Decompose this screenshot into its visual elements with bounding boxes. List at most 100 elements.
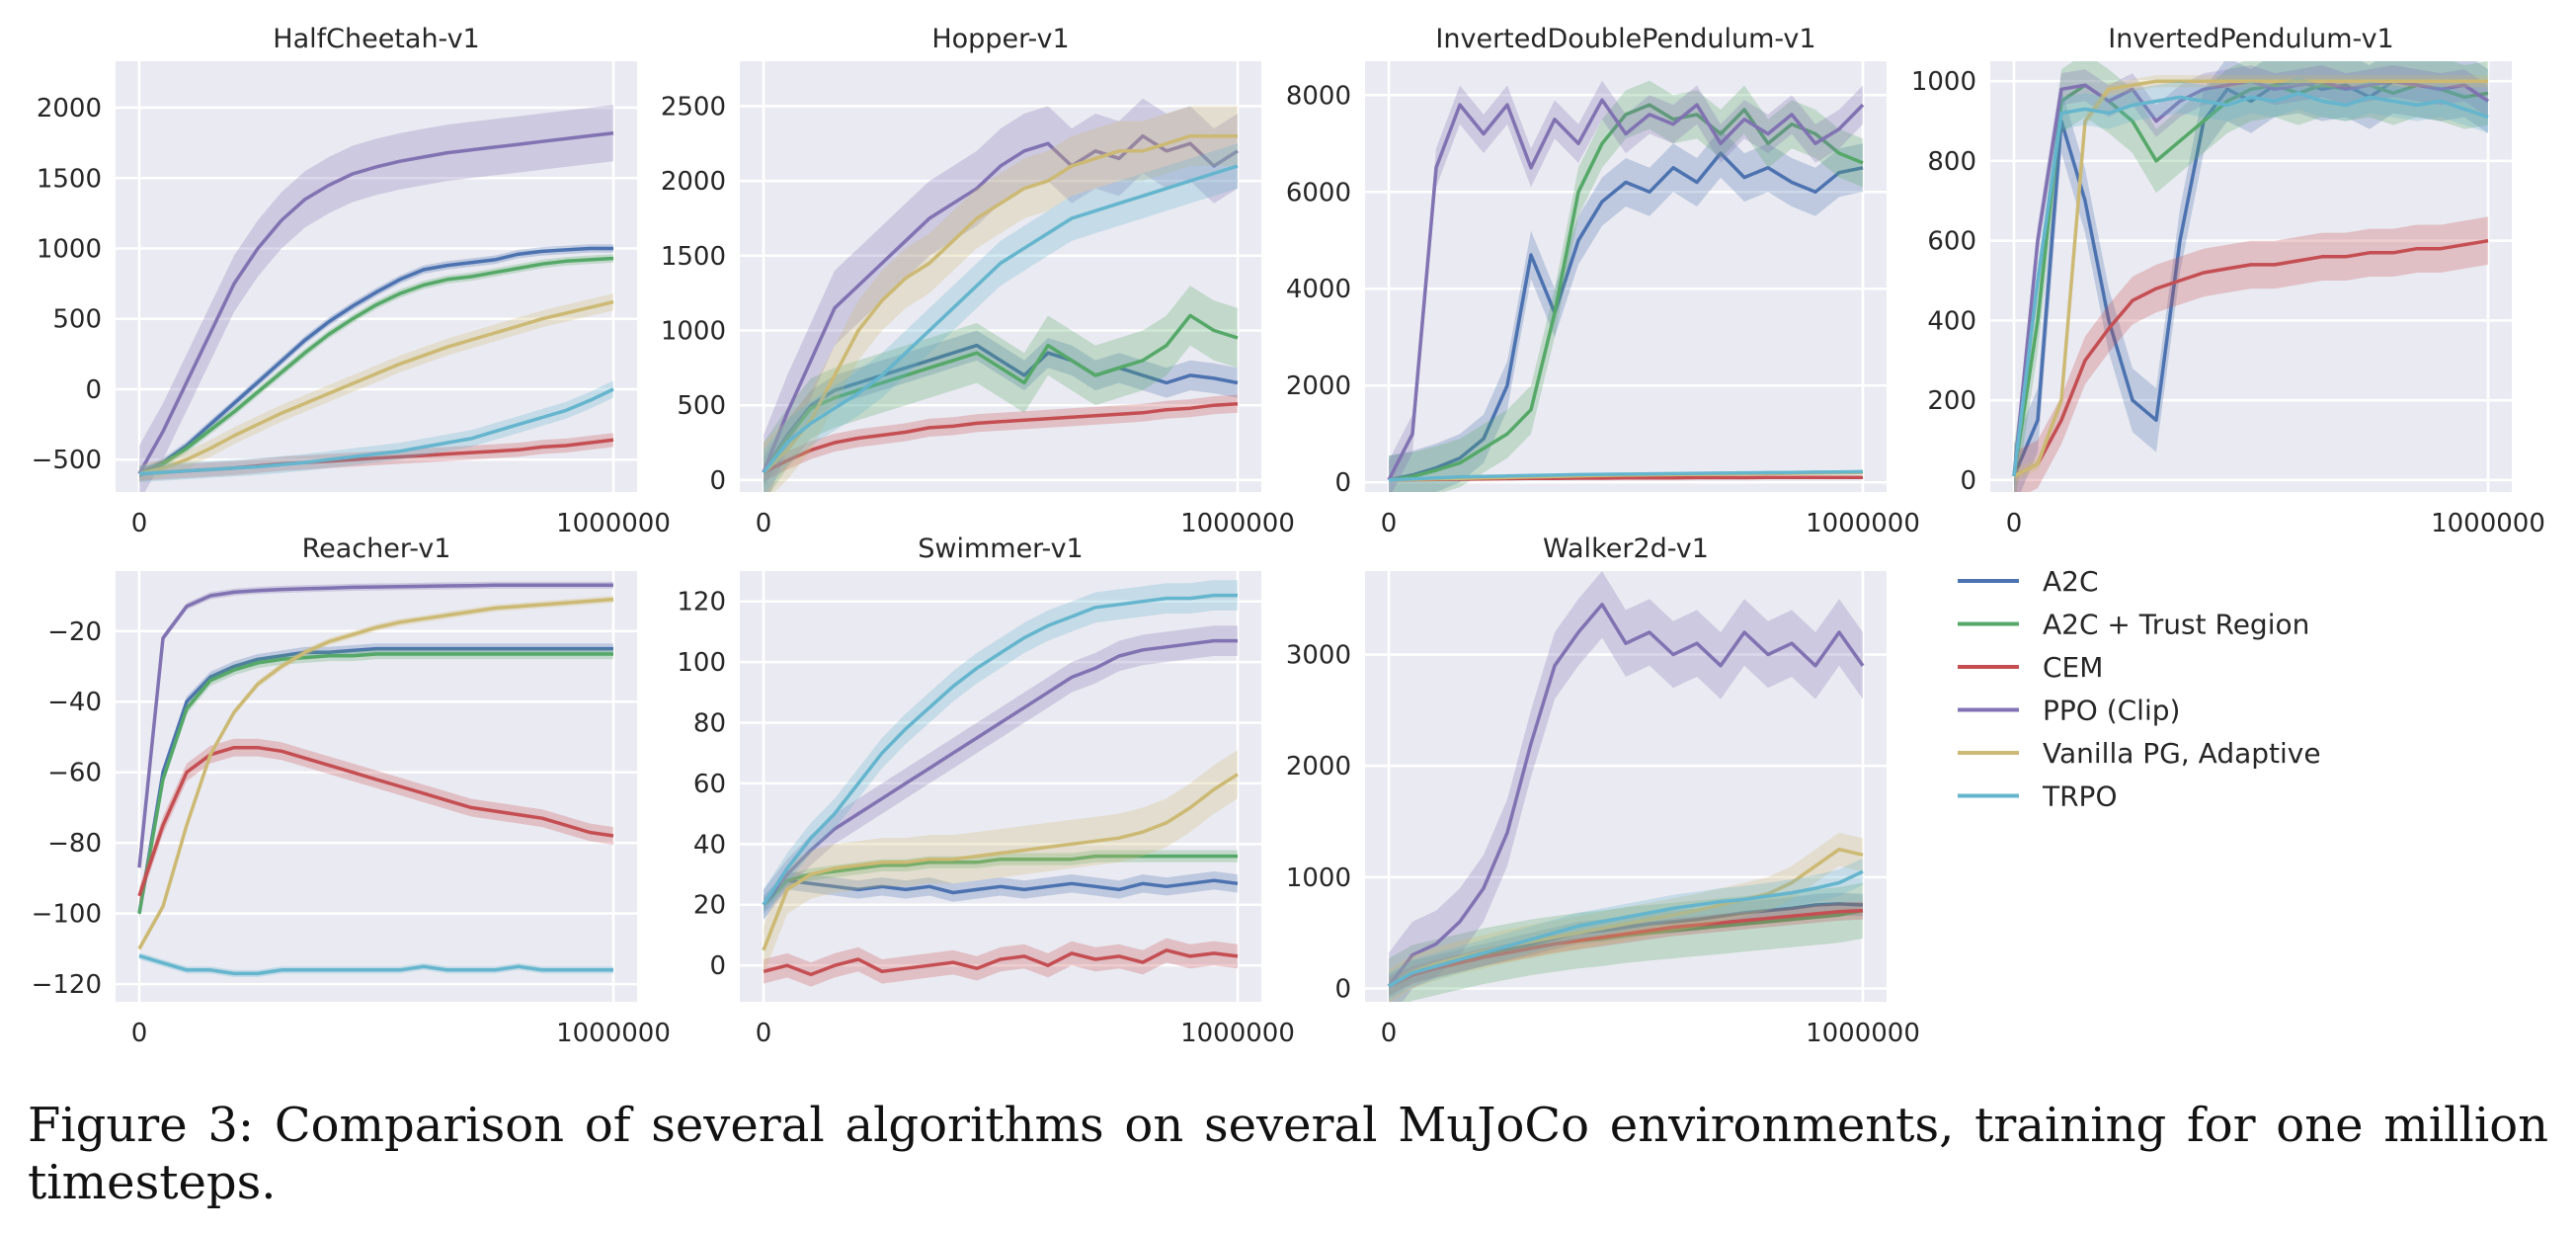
subplot-title: HalfCheetah-v1: [273, 24, 479, 54]
y-tick-label: 2000: [1286, 752, 1351, 781]
y-tick-label: 1500: [37, 164, 102, 194]
line-vanilla-pg-adaptive: [138, 299, 614, 476]
subplot-title: Swimmer-v1: [918, 534, 1083, 564]
line-cem: [763, 401, 1239, 474]
x-tick-label: 0: [1381, 509, 1398, 538]
line-cem: [763, 948, 1239, 977]
y-tick-label: −80: [47, 829, 102, 859]
band-a2c: [1389, 128, 1863, 492]
x-tick-label: 0: [131, 509, 148, 538]
line-trpo: [762, 593, 1238, 906]
line-ppo-clip: [137, 130, 614, 475]
line-trpo: [138, 387, 614, 476]
line-a2c-trust-region: [1388, 103, 1864, 482]
line-cem: [137, 745, 614, 897]
band-trpo: [764, 580, 1238, 921]
x-tick-label: 1000000: [556, 1019, 671, 1048]
line-vanilla-pg-adaptive: [762, 773, 1239, 951]
y-tick-label: 500: [677, 391, 726, 421]
band-cem: [2014, 216, 2488, 492]
y-tick-label: −100: [32, 900, 102, 930]
line-trpo: [2012, 91, 2489, 477]
y-tick-label: −40: [47, 688, 102, 717]
line-ppo-clip: [762, 638, 1238, 906]
y-tick-label: −20: [47, 617, 102, 647]
line-a2c-trust-region: [762, 854, 1238, 906]
line-cem: [2013, 238, 2489, 478]
x-tick-label: 1000000: [2431, 509, 2545, 538]
x-tick-label: 0: [1381, 1019, 1398, 1048]
band-vanilla-pg-adaptive: [764, 106, 1238, 492]
line-a2c: [762, 878, 1239, 906]
y-tick-label: 1000: [37, 235, 102, 265]
y-tick-label: 0: [1960, 466, 1976, 496]
subplot-invertedpendulum-v1: 0 200 400 600 800 1000 0 1000000 InvertedPendulu…: [1911, 24, 2545, 538]
y-tick-label: 400: [1927, 306, 1976, 336]
band-a2c: [2014, 61, 2488, 492]
line-a2c-trust-region: [762, 313, 1239, 474]
plot-background: [116, 61, 637, 492]
band-cem: [139, 738, 613, 905]
y-tick-label: 500: [52, 305, 102, 335]
subplot-title: Reacher-v1: [302, 534, 451, 564]
subplot-swimmer-v1: 0 20 40 60 80 100 120 0 1000000 Swimmer-v1: [677, 534, 1295, 1048]
y-tick-label: 6000: [1286, 178, 1351, 207]
y-tick-label: 0: [709, 466, 726, 496]
subplot-inverteddoublependulum-v1: 0 2000 4000 6000 8000 0 1000000 InvertedDoubleP…: [1286, 24, 1920, 538]
line-ppo-clip: [137, 583, 613, 868]
plot-background: [1990, 61, 2512, 492]
y-tick-label: 200: [1927, 386, 1976, 416]
x-tick-label: 1000000: [556, 509, 671, 538]
y-tick-label: 0: [1334, 974, 1351, 1004]
x-tick-label: 0: [756, 1019, 772, 1048]
band-a2c: [764, 330, 1238, 488]
line-trpo: [138, 953, 613, 976]
subplot-title: InvertedPendulum-v1: [2108, 24, 2394, 54]
legend-label: PPO (Clip): [2043, 695, 2180, 727]
line-trpo: [1388, 869, 1864, 988]
subplot-halfcheetah-v1: −500 0 500 1000 1500 2000 0 1000000 HalfCheetah-…: [32, 24, 671, 538]
band-ppo-clip: [139, 105, 613, 492]
line-a2c-trust-region: [138, 256, 614, 476]
band-a2c-trust-region: [1389, 80, 1863, 492]
subplot-reacher-v1: −120 −100 −80 −60 −40 −20 0 1000000 Reacher-v1: [32, 534, 671, 1048]
plot-background: [740, 571, 1261, 1002]
y-tick-label: 80: [693, 709, 726, 739]
subplot-walker2d-v1: 0 1000 2000 3000 0 1000000 Walker2d-v1: [1286, 534, 1920, 1048]
y-tick-label: 100: [677, 648, 726, 678]
band-a2c: [764, 871, 1238, 914]
y-tick-label: 0: [85, 375, 102, 405]
plot-background: [116, 571, 637, 1002]
y-tick-label: 1500: [661, 242, 726, 272]
figure-caption: Figure 3: Comparison of several algorith…: [28, 1098, 2548, 1210]
band-trpo: [764, 143, 1238, 492]
y-tick-label: 2000: [1286, 371, 1351, 401]
x-tick-label: 1000000: [1806, 1019, 1920, 1048]
y-tick-label: 1000: [661, 317, 726, 347]
y-tick-label: 1000: [1911, 67, 1976, 97]
subplot-title: Hopper-v1: [931, 24, 1069, 54]
legend-label: Vanilla PG, Adaptive: [2043, 737, 2321, 770]
y-tick-label: 2500: [661, 92, 726, 122]
x-tick-label: 1000000: [1180, 509, 1295, 538]
band-a2c-trust-region: [764, 286, 1238, 492]
legend: A2C A2C + Trust Region CEM PPO (Clip) Vanill…: [1958, 565, 2321, 813]
y-tick-label: −60: [47, 759, 102, 788]
line-ppo-clip: [1387, 603, 1865, 988]
band-ppo-clip: [764, 625, 1238, 921]
y-tick-label: 120: [677, 588, 726, 617]
y-tick-label: 800: [1927, 147, 1976, 177]
line-trpo: [1388, 469, 1864, 482]
band-cem: [764, 938, 1238, 987]
y-tick-label: 20: [693, 891, 726, 921]
line-a2c-trust-region: [137, 652, 613, 915]
y-tick-label: −500: [32, 446, 102, 475]
band-ppo-clip: [1389, 571, 1863, 1002]
line-cem: [1388, 908, 1864, 988]
line-a2c: [137, 646, 613, 914]
subplot-hopper-v1: 0 500 1000 1500 2000 2500 0 1000000 Hopper-v1: [661, 24, 1295, 538]
legend-label: CEM: [2043, 651, 2103, 684]
y-tick-label: 0: [709, 951, 726, 981]
x-tick-label: 0: [2006, 509, 2023, 538]
